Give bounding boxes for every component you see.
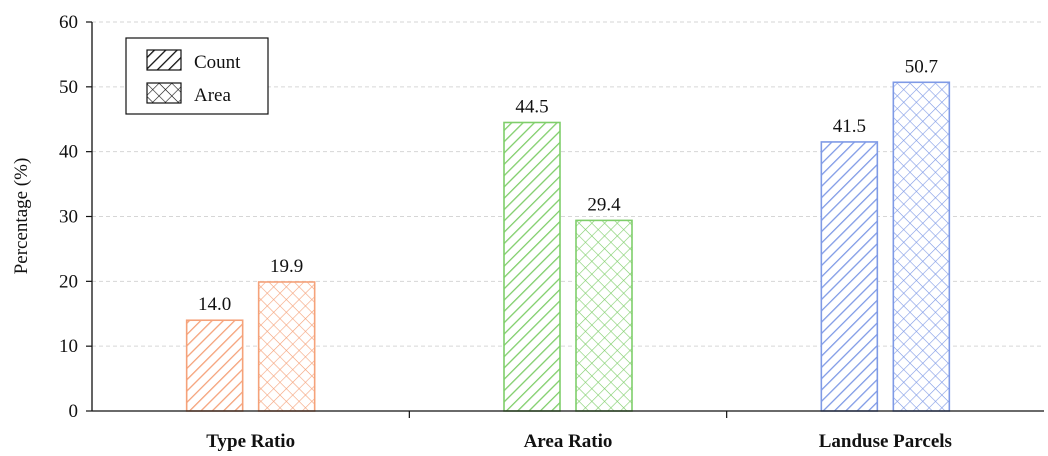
y-tick-label: 10 [59,336,78,357]
bar-area-type-ratio [257,281,316,412]
gridlines [92,21,1044,347]
bar-value-label: 29.4 [587,194,621,215]
bars [185,81,951,412]
y-tick-label: 20 [59,271,78,292]
y-tick-label: 40 [59,142,78,163]
bar-count-landuse-parcels [820,141,879,412]
bar-count-area-ratio [503,121,561,412]
bar-value-label: 44.5 [515,96,548,117]
bar-value-label: 14.0 [198,294,231,315]
y-tick-label: 60 [59,12,78,33]
legend-swatch-area [146,82,182,104]
bar-value-label: 41.5 [833,116,866,137]
legend-label-area: Area [194,85,231,106]
y-tick-label: 30 [59,207,78,228]
x-category-label: Landuse Parcels [819,431,952,452]
axes: 0 10 20 30 40 50 60 Type Ratio Area Ratio Landuse… [59,12,1044,452]
bar-area-landuse-parcels [892,81,951,412]
legend-swatch-count [146,49,182,71]
data-labels: 14.0 19.9 44.5 29.4 41.5 50.7 [198,56,938,315]
y-axis-title: Percentage (%) [11,158,32,275]
y-tick-label: 0 [69,401,79,422]
bar-count-type-ratio [185,319,244,412]
bar-value-label: 19.9 [270,256,303,277]
legend-label-count: Count [194,52,241,73]
y-tick-label: 50 [59,77,78,98]
x-category-label: Type Ratio [206,431,295,452]
bar-area-area-ratio [575,219,633,412]
x-category-label: Area Ratio [524,431,613,452]
bar-value-label: 50.7 [905,56,938,77]
legend: Count Area [125,37,269,115]
